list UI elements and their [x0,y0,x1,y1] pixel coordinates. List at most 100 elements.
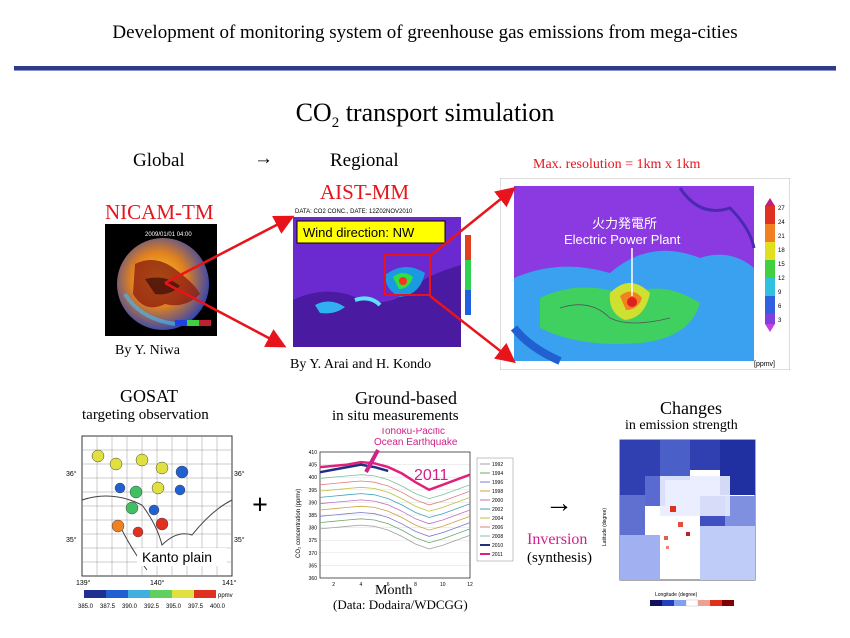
emission-change-map: Latitude (degree) Longitude (degree) [602,439,756,607]
ground-series-line-1996 [319,512,471,537]
ground-xlabel: Month [375,583,413,598]
gosat-cb-tick-4: 395.0 [166,604,182,610]
ground-legend-label-2010: 2010 [492,543,503,549]
ground-y-tick: 410 [309,450,318,456]
aist-regional-map: DATA: CO2 CONC., DATE: 12Z02NOV2010 Wind… [285,205,485,355]
aist-header: DATA: CO2 CONC., DATE: 12Z02NOV2010 [295,209,413,215]
ground-x-tick: 2 [332,582,335,588]
ground-legend-label-1992: 1992 [492,462,503,468]
ground-chart-legend: 1992 1994 1996 1998 2000 2002 2004 2006 2008 2010… [476,457,514,562]
title-divider [14,66,836,71]
zoom-region-box [384,254,431,296]
ground-x-tick: 4 [360,582,363,588]
zoom-cb-tick-8: 3 [778,318,782,324]
zoom-cb-tick-2: 21 [778,234,785,240]
changes-colorbar [650,599,734,607]
year-2011-label: 2011 [414,467,449,484]
ground-chart-frame [319,451,471,579]
gosat-unit: ppmv [218,593,233,599]
ground-x-tick: 8 [414,582,417,588]
global-label: Global [133,150,185,171]
resolution-label: Max. resolution = 1km x 1km [533,157,701,172]
ground-series-line-2004 [319,486,471,512]
event-pointer-arrow [364,449,380,473]
zoom-cb-tick-1: 24 [778,220,785,226]
gosat-cb-tick-2: 390.0 [122,604,138,610]
ground-legend-label-2000: 2000 [492,498,503,504]
ground-series-line-1992 [319,524,471,550]
aist-title: AIST-MM [320,180,410,204]
ground-subtitle: in situ measurements [332,408,459,424]
ground-source: (Data: Dodaira/WDCGG) [333,597,468,612]
gosat-lat-35-left: 35° [66,536,77,544]
ground-legend-label-2006: 2006 [492,525,503,531]
zoom-colorbar [765,198,775,332]
ground-y-tick: 370 [309,551,318,557]
gosat-cb-tick-5: 397.5 [188,604,204,610]
gosat-subtitle: targeting observation [82,407,209,423]
ground-x-tick: 12 [467,582,473,588]
zoom-cb-tick-0: 27 [778,206,785,212]
ground-series-line-2002 [319,493,471,518]
ground-y-tick: 360 [309,576,318,582]
gosat-cb-tick-0: 385.0 [78,604,94,610]
ground-legend-label-2008: 2008 [492,534,503,540]
ground-x-tick: 10 [440,582,446,588]
ground-series-line-2010 [319,463,389,474]
gosat-region-label: Kanto plain [142,549,212,565]
nicam-date: 2009/01/01 04:00 [145,232,192,238]
aist-credit: By Y. Arai and H. Kondo [290,357,432,372]
gosat-lon-139: 139° [76,579,91,587]
ground-chart: 360 365 370 375 380 385 390 395 400 405 410 2 4 6 8 10… [296,428,514,588]
gosat-cb-tick-3: 392.5 [144,604,160,610]
changes-xlabel: Longitude (degree) [655,592,698,598]
regional-label: Regional [330,150,399,171]
sim-title-sub: 2 [331,115,340,132]
global-to-regional-arrow: → [254,148,273,169]
ground-legend-label-2004: 2004 [492,516,503,522]
ground-chart-ylabel: CO₂ concentration (ppmv) [296,489,302,558]
gosat-colorbar [84,590,216,598]
nicam-credit: By Y. Niwa [115,343,180,358]
ground-series-line-1998 [319,505,471,531]
ground-series-line-2008 [319,474,471,500]
ground-y-tick: 405 [309,463,318,469]
gosat-lat-36-left: 36° [66,470,77,478]
zoom-cb-tick-3: 18 [778,248,785,254]
nicam-globe-map: 2009/01/01 04:00 [105,224,217,336]
ground-y-tick: 390 [309,500,318,506]
ground-series-line-2000 [319,499,471,525]
plant-label-jp: 火力発電所 [592,216,657,231]
nicam-title: NICAM-TM [105,200,214,224]
zoom-cb-tick-5: 12 [778,276,785,282]
ground-series-line-1994 [319,518,471,544]
simulation-title: CO2 transport simulation [0,98,850,132]
high-resolution-map: 火力発電所 Electric Power Plant 27 24 21 18 1… [500,178,790,370]
event-label-line1: Tohoku-Pacific [380,428,445,437]
ground-chart-series [319,460,471,550]
gosat-cb-tick-1: 387.5 [100,604,116,610]
ground-y-tick: 380 [309,526,318,532]
gosat-lon-141: 141° [222,579,237,587]
gosat-lon-140: 140° [150,579,165,587]
ground-legend-label-2011: 2011 [492,552,503,558]
changes-ylabel: Latitude (degree) [602,508,608,546]
gosat-title: GOSAT [120,386,179,406]
inversion-arrow: → [545,488,573,519]
gosat-lat-36-right: 36° [234,470,245,478]
plant-label-en: Electric Power Plant [564,232,681,247]
gosat-map: Kanto plain 36° 35° 36° 35° 139° 140° 14… [66,435,245,610]
ground-legend-label-1994: 1994 [492,471,503,477]
ground-series-line-2011 [319,460,471,492]
ground-y-tick: 365 [309,563,318,569]
ground-title: Ground-based [355,388,457,408]
zoom-cb-tick-7: 6 [778,304,782,310]
changes-title: Changes [660,398,722,418]
sim-title-suffix: transport simulation [339,98,555,127]
gosat-lat-35-right: 35° [234,536,245,544]
gosat-cb-tick-6: 400.0 [210,604,226,610]
ground-legend-label-1996: 1996 [492,480,503,486]
plus-sign: + [252,490,268,521]
wind-direction-label: Wind direction: NW [303,225,415,240]
inversion-label: Inversion [527,531,588,548]
